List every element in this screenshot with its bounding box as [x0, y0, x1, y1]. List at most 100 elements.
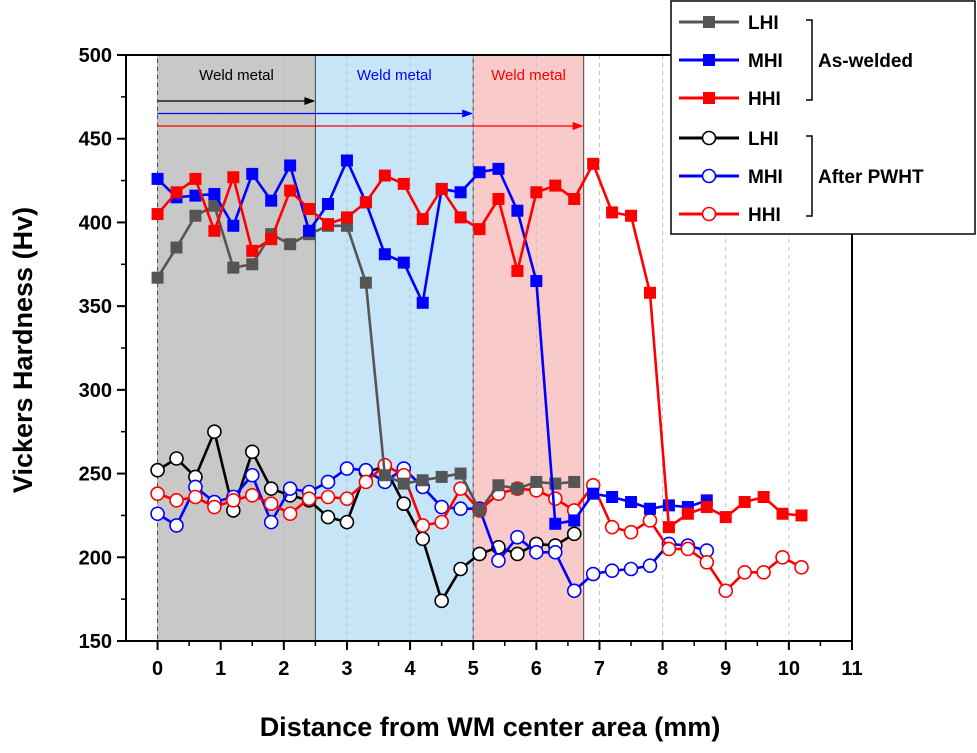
data-point: [701, 168, 717, 184]
data-point: [170, 186, 183, 199]
data-point: [568, 514, 581, 527]
arrow-head: [304, 97, 316, 105]
data-point: [566, 583, 582, 599]
data-point: [378, 169, 391, 182]
data-point: [530, 186, 543, 199]
data-point: [547, 491, 563, 506]
x-tick-label: 0: [152, 658, 163, 680]
data-point: [434, 593, 449, 609]
data-point: [492, 192, 505, 205]
data-point: [643, 286, 656, 299]
data-point: [681, 507, 694, 520]
data-point: [265, 194, 278, 207]
y-tick-label: 300: [79, 380, 112, 402]
data-point: [756, 565, 771, 580]
data-point: [322, 198, 335, 211]
data-point: [397, 177, 410, 190]
data-point: [662, 521, 675, 534]
data-point: [339, 461, 355, 476]
x-tick-label: 10: [778, 658, 800, 680]
data-point: [246, 258, 259, 271]
data-point: [568, 192, 581, 205]
data-point: [189, 189, 202, 202]
legend-label: HHI: [748, 89, 781, 110]
data-point: [169, 493, 184, 508]
data-point: [703, 54, 715, 66]
data-point: [244, 467, 260, 483]
data-point: [227, 261, 240, 274]
data-point: [701, 206, 717, 222]
data-point: [623, 524, 639, 540]
data-point: [700, 501, 713, 514]
data-point: [415, 518, 431, 533]
data-point: [568, 475, 581, 488]
weld-metal-region: [157, 55, 316, 641]
data-point: [416, 296, 429, 309]
x-tick-label: 4: [405, 658, 417, 680]
data-point: [435, 470, 448, 483]
data-point: [703, 92, 715, 104]
data-point: [775, 549, 790, 565]
weld-metal-labels: Weld metal Weld metal Weld metal: [199, 67, 566, 84]
y-axis-title: Vickers Hardness (Hv): [8, 207, 38, 493]
y-tick-label: 350: [79, 296, 112, 318]
data-point: [547, 544, 563, 560]
data-point: [604, 563, 620, 578]
x-tick-label: 9: [720, 658, 731, 680]
data-point: [340, 211, 353, 224]
data-point: [246, 167, 259, 180]
legend-group-label: After PWHT: [818, 167, 924, 188]
data-point: [226, 493, 241, 508]
data-point: [263, 514, 279, 530]
x-tick-label: 7: [594, 658, 605, 680]
y-tick-label: 150: [79, 631, 112, 653]
data-point: [454, 211, 467, 224]
data-point: [625, 496, 638, 509]
legend-group-label: As-welded: [818, 51, 913, 72]
y-tick-label: 450: [79, 129, 112, 151]
data-point: [284, 184, 297, 197]
data-point: [510, 529, 525, 545]
data-point: [339, 491, 355, 506]
x-tick-label: 8: [657, 658, 668, 680]
data-point: [680, 541, 696, 557]
data-point: [397, 256, 410, 269]
data-point: [529, 544, 544, 560]
legend: LHI MHI HHI LHI MHI HHI As-welded After PWHT: [670, 0, 976, 235]
data-point: [416, 474, 429, 487]
data-point: [587, 157, 600, 170]
x-tick-label: 1: [215, 658, 226, 680]
data-point: [453, 501, 468, 517]
data-point: [263, 496, 279, 512]
data-point: [150, 506, 165, 522]
data-point: [794, 560, 809, 575]
data-point: [473, 504, 486, 517]
weld-metal-region: [315, 55, 474, 641]
data-point: [453, 561, 468, 577]
data-point: [320, 474, 336, 490]
data-point: [189, 172, 202, 185]
data-point: [585, 566, 601, 582]
data-point: [434, 514, 449, 530]
data-point: [604, 519, 620, 535]
data-point: [208, 187, 221, 200]
weld-metal-regions: [157, 55, 585, 641]
data-point: [397, 477, 410, 490]
data-point: [530, 275, 543, 288]
weld-metal-arrows: [157, 97, 584, 130]
y-tick-label: 200: [79, 547, 112, 569]
data-point: [284, 159, 297, 172]
data-point: [587, 487, 600, 500]
data-point: [170, 241, 183, 254]
data-point: [246, 244, 259, 257]
data-point: [718, 583, 734, 599]
data-point: [530, 475, 543, 488]
data-point: [282, 481, 298, 496]
data-point: [472, 546, 487, 562]
x-axis: 0 1 2 3 4 5 6 7 8 9 10 11: [152, 641, 863, 680]
data-point: [511, 264, 524, 277]
data-point: [795, 509, 808, 522]
data-point: [719, 511, 732, 524]
data-point: [566, 526, 582, 542]
data-point: [265, 233, 278, 246]
